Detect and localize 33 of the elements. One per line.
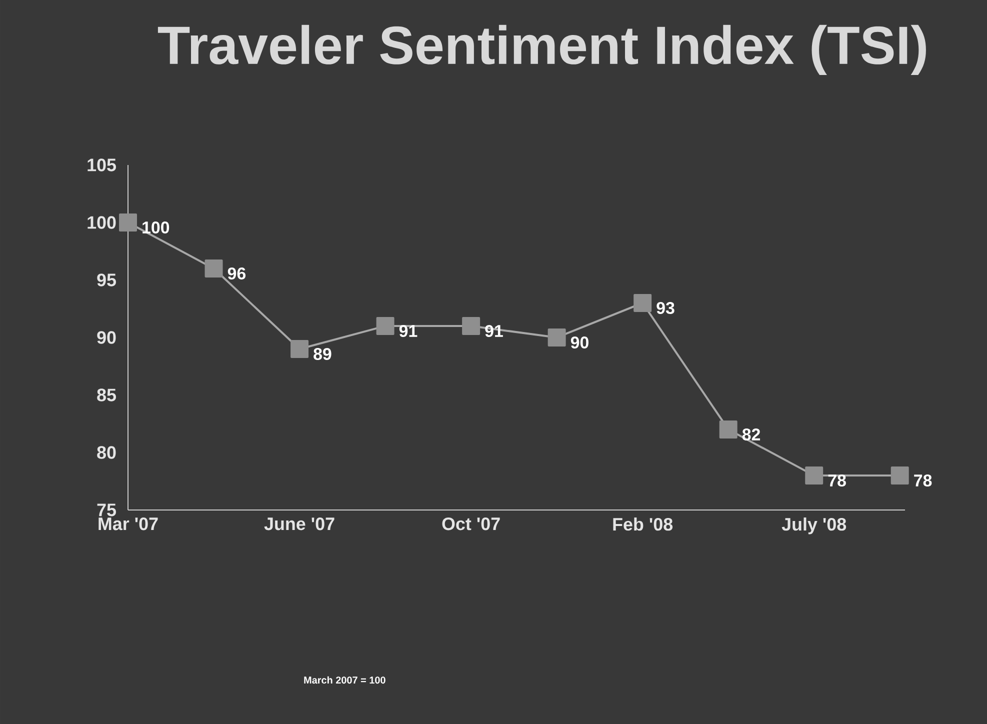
y-tick-label: 95	[97, 274, 116, 286]
point	[462, 316, 480, 335]
point	[119, 213, 138, 232]
point	[719, 420, 738, 438]
y-tick-label: 85	[97, 388, 116, 402]
y-tick-label: 75	[97, 504, 116, 516]
text: March 2007 = 100	[304, 676, 386, 684]
point	[204, 259, 223, 278]
x-tick-label: Mar '07	[98, 517, 158, 530]
chart-title: Traveler Sentiment Index (TSI)	[158, 24, 926, 76]
data-label: 91	[399, 324, 418, 337]
x-tick-label: July '08	[782, 518, 846, 534]
data-label: 96	[228, 267, 246, 280]
point	[890, 466, 909, 484]
y-tick-label: 105	[88, 158, 116, 172]
point	[290, 340, 309, 358]
data-label: 78	[914, 474, 932, 486]
y-tick-label: 80	[97, 446, 116, 459]
point	[376, 316, 394, 335]
x-tick-label: Oct '07	[442, 517, 500, 530]
data-label: 90	[570, 336, 588, 348]
data-label: 82	[742, 428, 760, 440]
data-label: 89	[314, 348, 332, 360]
x-tick-label: Feb '08	[613, 518, 673, 531]
point	[805, 466, 824, 484]
y-tick-label: 100	[88, 216, 116, 229]
data-label: 93	[656, 302, 674, 314]
data-label: 100	[142, 221, 170, 234]
point	[548, 328, 566, 346]
data-label: 78	[828, 474, 846, 486]
y-tick-label: 90	[97, 331, 116, 344]
x-tick-label: June '07	[264, 517, 334, 530]
point	[634, 294, 652, 312]
